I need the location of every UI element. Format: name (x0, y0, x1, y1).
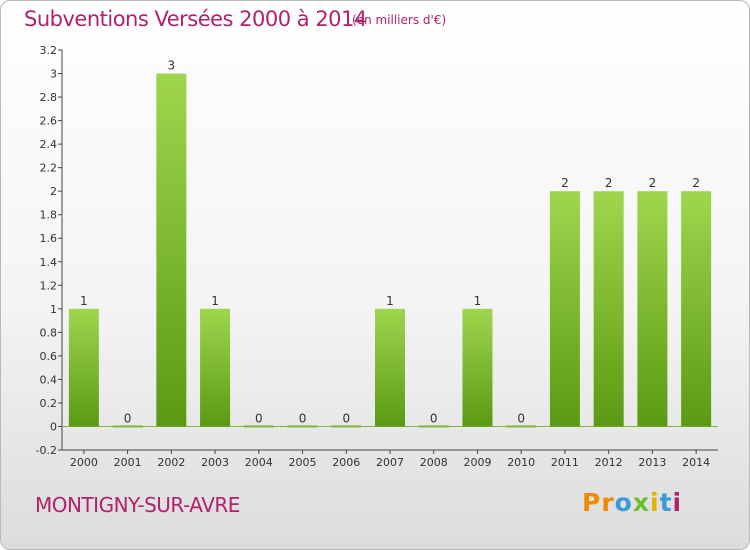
logo-letter: x (632, 488, 650, 517)
y-tick-label: 2.8 (40, 91, 58, 104)
data-label: 1 (474, 294, 482, 308)
bar (375, 308, 405, 427)
data-label: 2 (561, 176, 569, 190)
x-tick-label: 2014 (682, 456, 710, 469)
x-tick-label: 2000 (70, 456, 98, 469)
x-tick-label: 2009 (463, 456, 491, 469)
proxiti-logo: Proxiti (582, 488, 682, 517)
x-tick-label: 2002 (157, 456, 185, 469)
logo-letter: i (672, 488, 683, 517)
y-tick-label: 1.6 (40, 232, 58, 245)
bar (156, 73, 187, 427)
bar (637, 191, 668, 427)
bar (200, 308, 231, 427)
x-tick-label: 2001 (114, 456, 142, 469)
logo-letter: P (582, 488, 602, 517)
bar (418, 425, 449, 428)
y-tick-label: 1.4 (40, 256, 58, 269)
data-label: 0 (517, 411, 525, 425)
chart-unit: (en milliers d'€) (352, 13, 447, 27)
logo-letter: r (601, 488, 615, 517)
y-tick-label: 0.6 (40, 350, 58, 363)
y-tick-label: 1.8 (40, 209, 58, 222)
bar (462, 308, 493, 427)
x-tick-label: 2003 (201, 456, 229, 469)
data-label: 1 (80, 294, 88, 308)
data-label: 2 (605, 176, 613, 190)
bar (243, 425, 274, 428)
data-label: 3 (168, 59, 176, 73)
x-tick-label: 2010 (507, 456, 535, 469)
bar (331, 425, 362, 428)
x-tick-label: 2008 (420, 456, 448, 469)
data-label: 0 (255, 411, 263, 425)
x-tick-label: 2006 (332, 456, 360, 469)
y-tick-label: 3.2 (40, 44, 58, 57)
town-name: MONTIGNY-SUR-AVRE (35, 493, 240, 517)
y-tick-label: 0.2 (40, 397, 58, 410)
data-label: 0 (299, 411, 307, 425)
x-tick-label: 2004 (245, 456, 273, 469)
data-label: 1 (386, 294, 394, 308)
bar (112, 425, 143, 428)
data-label: 0 (124, 411, 132, 425)
y-tick-label: 0 (50, 420, 57, 433)
x-tick-label: 2005 (289, 456, 317, 469)
y-tick-label: 2.6 (40, 115, 58, 128)
data-label: 0 (430, 411, 438, 425)
data-label: 0 (342, 411, 350, 425)
data-label: 1 (211, 294, 219, 308)
data-label: 2 (692, 176, 700, 190)
bar (287, 425, 318, 428)
y-tick-label: -0.2 (36, 444, 57, 457)
logo-letter: o (614, 488, 633, 517)
y-tick-label: 1 (50, 303, 57, 316)
bar (68, 308, 99, 427)
x-tick-label: 2013 (638, 456, 666, 469)
logo-letter: i (650, 488, 660, 517)
y-tick-label: 3 (50, 68, 57, 81)
y-tick-label: 2.4 (40, 138, 58, 151)
y-tick-label: 2 (50, 185, 57, 198)
x-tick-label: 2012 (595, 456, 623, 469)
data-label: 2 (649, 176, 657, 190)
y-tick-label: 1.2 (40, 279, 58, 292)
bar (681, 191, 712, 427)
x-tick-label: 2007 (376, 456, 404, 469)
bar (593, 191, 624, 427)
bar (549, 191, 580, 427)
y-tick-label: 2.2 (40, 162, 58, 175)
bar (506, 425, 537, 428)
y-tick-label: 0.4 (40, 373, 58, 386)
logo-letter: t (659, 488, 673, 517)
y-tick-label: 0.8 (40, 326, 58, 339)
chart-title: Subventions Versées 2000 à 2014 (24, 7, 367, 31)
x-tick-label: 2011 (551, 456, 579, 469)
